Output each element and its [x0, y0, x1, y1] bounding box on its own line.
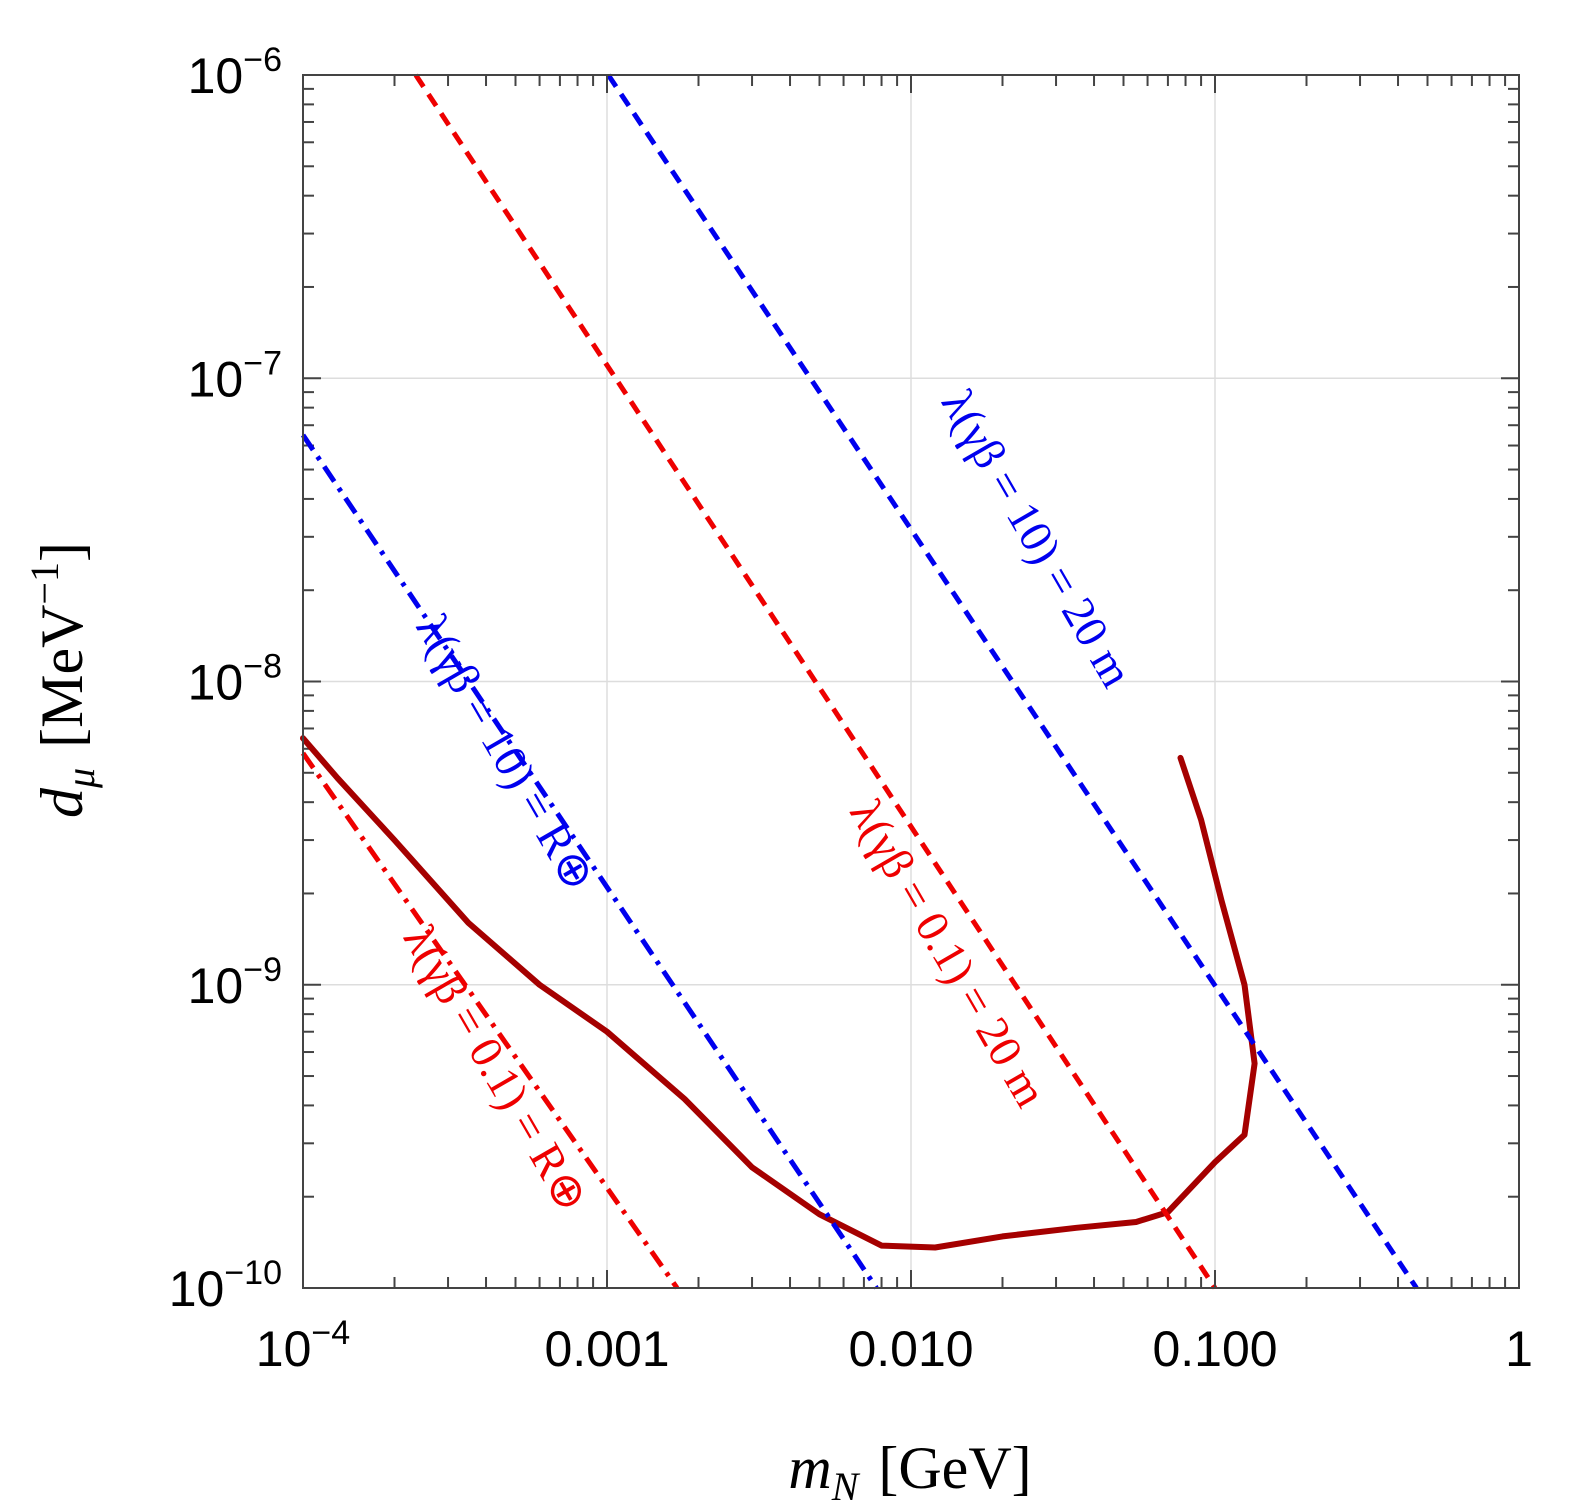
series-blue-dashed [606, 73, 1419, 1290]
y-tick-label: 10−10 [169, 1254, 282, 1317]
series-red-dashed [413, 73, 1218, 1290]
y-tick-label: 10−9 [188, 951, 282, 1014]
minor-ticks [303, 75, 1519, 1288]
x-tick-label: 10−4 [256, 1314, 350, 1377]
y-tick-label: 10−7 [188, 344, 282, 407]
series-group [300, 73, 1419, 1290]
x-tick-label: 0.100 [1152, 1321, 1277, 1377]
x-axis-label: mN [GeV] [788, 1435, 1031, 1507]
curve-annotation: λ(γβ = 0.1) = 20 m [840, 791, 1057, 1116]
curve-annotation: λ(γβ = 10) = 20 m [932, 381, 1143, 696]
annotations: λ(γβ = 10) = 20 m λ(γβ = 0.1) = 20 m λ(γβ … [394, 381, 1143, 1220]
y-axis-label: dμ[MeV−1] [22, 542, 103, 818]
curve-annotation: λ(γβ = 0.1) = R⊕ [394, 916, 599, 1220]
x-tick-labels: 10−4 0.001 0.010 0.100 1 [256, 1314, 1533, 1377]
y-tick-label: 10−8 [188, 648, 282, 711]
x-tick-label: 1 [1505, 1321, 1533, 1377]
series-red-dashdot [300, 751, 680, 1290]
x-tick-label: 0.010 [848, 1321, 973, 1377]
y-tick-labels: 10−6 10−7 10−8 10−9 10−10 [169, 41, 282, 1317]
major-ticks [302, 75, 1519, 1289]
series-bound [300, 735, 1258, 1251]
curve-annotation: λ(γβ = 10) = R⊕ [406, 606, 605, 900]
y-tick-label: 10−6 [188, 41, 282, 104]
x-tick-label: 0.001 [544, 1321, 669, 1377]
